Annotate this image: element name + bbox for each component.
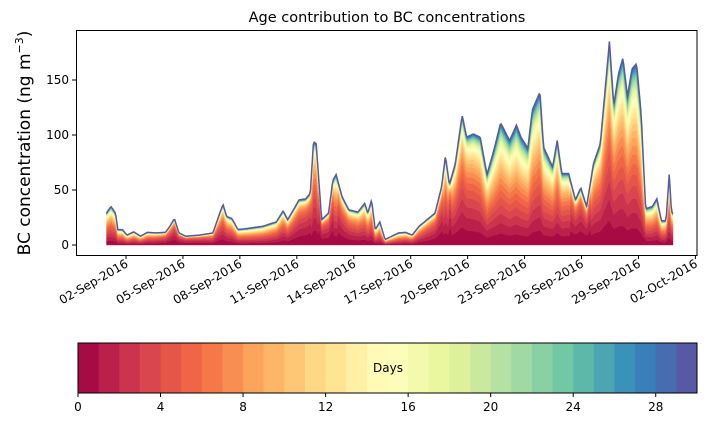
colorbar-bin-18	[449, 343, 471, 393]
colorbar-bin-0	[78, 343, 100, 393]
y-tick-label: 150	[46, 73, 69, 87]
colorbar-bin-17	[428, 343, 450, 393]
colorbar-bin-2	[119, 343, 141, 393]
colorbar-bin-21	[511, 343, 533, 393]
colorbar-bin-29	[676, 343, 698, 393]
plot-frame	[76, 30, 698, 256]
colorbar-bin-26	[614, 343, 636, 393]
colorbar-bin-11	[304, 343, 327, 393]
colorbar-bin-4	[160, 343, 182, 393]
y-tick-label: 0	[61, 238, 69, 252]
colorbar-bin-7	[222, 343, 244, 393]
colorbar-bin-19	[470, 343, 492, 393]
colorbar-bin-27	[635, 343, 657, 393]
colorbar-bin-25	[593, 343, 615, 393]
colorbar-tick-label: 20	[483, 400, 498, 414]
colorbar-bin-3	[139, 343, 162, 393]
colorbar-bin-16	[408, 343, 430, 393]
y-axis-label: BC concentration (ng m−3)	[13, 31, 35, 256]
colorbar-bin-22	[531, 343, 554, 393]
colorbar-bin-28	[655, 343, 677, 393]
y-tick-label: 50	[54, 183, 69, 197]
colorbar-bin-8	[243, 343, 265, 393]
colorbar-tick-label: 0	[74, 400, 82, 414]
x-axis: 02-Sep-201605-Sep-201608-Sep-201611-Sep-…	[57, 255, 700, 307]
chart-title: Age contribution to BC concentrations	[249, 10, 526, 26]
colorbar-bin-6	[201, 343, 223, 393]
colorbar-bin-15	[387, 343, 409, 393]
y-axis-label-main: BC concentration (ng m	[15, 53, 35, 255]
y-tick-label: 100	[46, 128, 69, 142]
colorbar-tick-label: 8	[239, 400, 247, 414]
colorbar-tick-label: 28	[648, 400, 663, 414]
colorbar-frame	[77, 342, 698, 394]
colorbar-tick-label: 12	[318, 400, 333, 414]
colorbar: 0 4 8 12 16 20 24 28	[74, 342, 698, 414]
colorbar-tick-label: 4	[157, 400, 165, 414]
colorbar-bin-14	[366, 343, 388, 393]
colorbar-bin-1	[98, 343, 120, 393]
stacked-area-layers	[105, 41, 674, 246]
colorbar-bin-10	[284, 343, 306, 393]
colorbar-bin-13	[346, 343, 368, 393]
colorbar-bin-24	[573, 343, 595, 393]
colorbar-bin-9	[263, 343, 285, 393]
colorbar-bin-5	[181, 343, 203, 393]
y-axis: 0 50 100 150	[46, 73, 76, 252]
colorbar-bin-23	[552, 343, 574, 393]
y-axis-label-sup: −3	[13, 37, 26, 53]
colorbar-tick-label: 24	[566, 400, 581, 414]
colorbar-label: Days	[373, 361, 403, 375]
colorbar-tick-label: 16	[400, 400, 415, 414]
total-outline	[105, 41, 674, 241]
colorbar-bin-20	[490, 343, 512, 393]
colorbar-bin-12	[325, 343, 347, 393]
y-axis-label-close: )	[15, 31, 35, 38]
